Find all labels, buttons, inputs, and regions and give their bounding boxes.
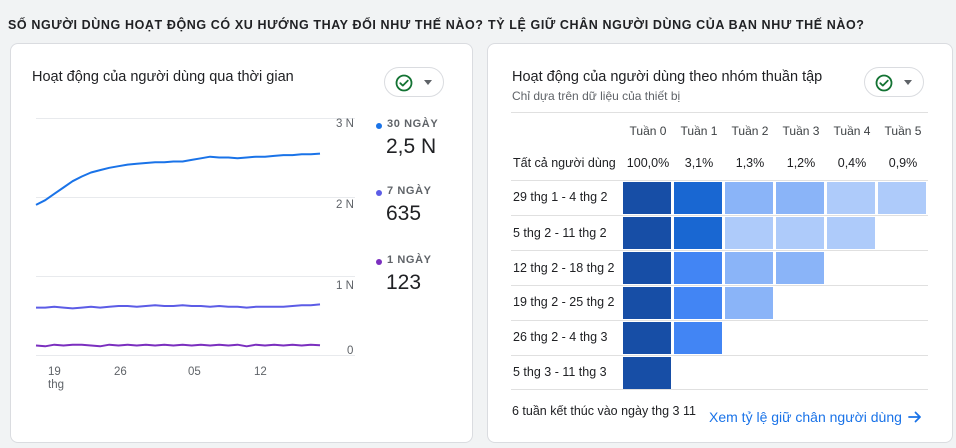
- view-retention-link[interactable]: Xem tỷ lệ giữ chân người dùng: [709, 409, 922, 427]
- column-header-week-0: Tuần 0: [629, 124, 667, 138]
- x-tick-label: 19 thg: [48, 366, 64, 391]
- check-circle-icon: [395, 74, 413, 97]
- section-heading-retention: TỶ LỆ GIỮ CHÂN NGƯỜI DÙNG CỦA BẠN NHƯ TH…: [488, 18, 865, 32]
- table-divider: [511, 112, 928, 113]
- cohort-row-label: 5 thg 3 - 11 thg 3: [513, 365, 607, 379]
- legend-label: 30 NGÀY: [387, 118, 439, 130]
- series-line-1: [35, 152, 321, 206]
- check-circle-icon: [875, 74, 893, 97]
- cohort-row-label: 29 thg 1 - 4 thg 2: [513, 190, 608, 204]
- all-users-value: 0,9%: [888, 156, 918, 170]
- cohort-cell[interactable]: [827, 182, 875, 214]
- cohort-cell[interactable]: [725, 182, 773, 214]
- all-users-label: Tất cả người dùng: [513, 156, 616, 170]
- section-heading-active-users: SỐ NGƯỜI DÙNG HOẠT ĐỘNG CÓ XU HƯỚNG THAY…: [8, 18, 484, 32]
- x-tick-label: 26: [114, 366, 127, 378]
- view-retention-link-label: Xem tỷ lệ giữ chân người dùng: [709, 409, 902, 425]
- table-divider: [511, 285, 928, 286]
- legend-dot: [376, 259, 382, 265]
- series-line-2: [36, 303, 321, 310]
- cohort-cell[interactable]: [674, 182, 722, 214]
- cohort-cell[interactable]: [623, 287, 671, 319]
- legend-value: 635: [386, 202, 422, 225]
- table-divider: [511, 180, 928, 181]
- cohort-cell[interactable]: [623, 252, 671, 284]
- cohort-cell[interactable]: [878, 182, 926, 214]
- table-divider: [511, 250, 928, 251]
- cohort-cell[interactable]: [725, 217, 773, 249]
- cohort-row-label: 12 thg 2 - 18 thg 2: [513, 261, 615, 275]
- column-header-week-1: Tuần 1: [680, 124, 718, 138]
- cohort-row-label: 5 thg 2 - 11 thg 2: [513, 226, 607, 240]
- y-tick-label: 3 N: [336, 118, 354, 130]
- column-header-week-4: Tuần 4: [833, 124, 871, 138]
- column-header-week-3: Tuần 3: [782, 124, 820, 138]
- all-users-value: 1,3%: [735, 156, 765, 170]
- card-title-user-activity: Hoạt động của người dùng qua thời gian: [32, 69, 294, 85]
- cohort-cell[interactable]: [725, 287, 773, 319]
- status-menu-button[interactable]: [864, 67, 924, 97]
- legend-label: 7 NGÀY: [387, 185, 432, 197]
- cohort-cell[interactable]: [674, 217, 722, 249]
- arrow-right-icon: [908, 410, 922, 427]
- cohort-cell[interactable]: [674, 322, 722, 354]
- caret-down-icon: [904, 80, 912, 85]
- cohort-cell[interactable]: [725, 252, 773, 284]
- column-header-week-2: Tuần 2: [731, 124, 769, 138]
- cohort-cell[interactable]: [674, 287, 722, 319]
- card-subtitle-cohort: Chỉ dựa trên dữ liệu của thiết bị: [512, 89, 681, 103]
- y-tick-label: 0: [347, 345, 354, 357]
- cohort-cell[interactable]: [776, 217, 824, 249]
- cohort-cell[interactable]: [776, 182, 824, 214]
- all-users-value: 100,0%: [626, 156, 670, 170]
- table-divider: [511, 355, 928, 356]
- all-users-value: 3,1%: [684, 156, 714, 170]
- legend-dot: [376, 190, 382, 196]
- user-activity-card: [10, 43, 473, 443]
- legend-value: 2,5 N: [386, 135, 437, 158]
- all-users-value: 1,2%: [786, 156, 816, 170]
- table-divider: [511, 215, 928, 216]
- legend-label: 1 NGÀY: [387, 254, 432, 266]
- x-tick-label: 05: [188, 366, 201, 378]
- all-users-value: 0,4%: [837, 156, 867, 170]
- cohort-row-label: 26 thg 2 - 4 thg 3: [513, 330, 608, 344]
- table-divider: [511, 389, 928, 390]
- cohort-cell[interactable]: [776, 252, 824, 284]
- legend-dot: [376, 123, 382, 129]
- column-header-week-5: Tuần 5: [884, 124, 922, 138]
- x-tick-label: 12: [254, 366, 267, 378]
- cohort-cell[interactable]: [623, 322, 671, 354]
- caret-down-icon: [424, 80, 432, 85]
- series-line-3: [35, 343, 321, 348]
- table-divider: [511, 320, 928, 321]
- cohort-cell[interactable]: [674, 252, 722, 284]
- cohort-cell[interactable]: [623, 182, 671, 214]
- status-menu-button[interactable]: [384, 67, 444, 97]
- card-title-cohort: Hoạt động của người dùng theo nhóm thuần…: [512, 69, 823, 85]
- y-tick-label: 2 N: [336, 199, 354, 211]
- cohort-cell[interactable]: [623, 357, 671, 389]
- footer-note: 6 tuần kết thúc vào ngày thg 3 11: [512, 404, 696, 418]
- y-tick-label: 1 N: [336, 280, 354, 292]
- cohort-cell[interactable]: [827, 217, 875, 249]
- cohort-cell[interactable]: [623, 217, 671, 249]
- cohort-row-label: 19 thg 2 - 25 thg 2: [513, 295, 615, 309]
- legend-value: 123: [386, 271, 422, 294]
